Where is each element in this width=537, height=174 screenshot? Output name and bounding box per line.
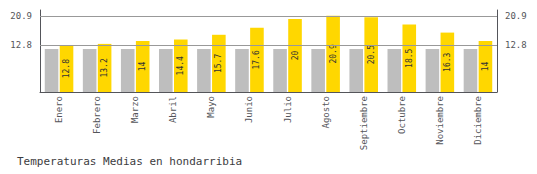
svg-text:18.5: 18.5	[405, 48, 414, 67]
svg-text:12.8: 12.8	[10, 40, 32, 50]
svg-text:14.4: 14.4	[176, 56, 185, 75]
svg-text:Abril: Abril	[168, 96, 178, 123]
svg-text:Mayo: Mayo	[206, 96, 216, 118]
svg-text:20.9: 20.9	[505, 11, 527, 21]
svg-text:15.7: 15.7	[214, 54, 223, 73]
svg-text:17.6: 17.6	[252, 50, 261, 69]
svg-text:12.8: 12.8	[62, 59, 71, 78]
svg-text:20.5: 20.5	[367, 45, 376, 64]
svg-text:16.3: 16.3	[443, 52, 452, 71]
svg-text:Noviembre: Noviembre	[435, 96, 445, 145]
svg-text:Temperaturas Medias en hondarr: Temperaturas Medias en hondarribia	[17, 155, 242, 168]
svg-text:Agosto: Agosto	[321, 96, 331, 129]
svg-text:Febrero: Febrero	[92, 96, 102, 134]
svg-text:Enero: Enero	[54, 96, 64, 123]
svg-text:14: 14	[138, 61, 147, 71]
svg-text:Marzo: Marzo	[130, 96, 140, 123]
svg-text:14: 14	[481, 61, 490, 71]
svg-text:20.9: 20.9	[10, 11, 32, 21]
svg-text:Octubre: Octubre	[397, 96, 407, 134]
svg-text:12.8: 12.8	[505, 40, 527, 50]
svg-text:13.2: 13.2	[100, 58, 109, 77]
svg-text:20: 20	[291, 51, 300, 61]
svg-text:Julio: Julio	[283, 96, 293, 123]
svg-text:Diciembre: Diciembre	[473, 96, 483, 145]
svg-text:20.9: 20.9	[329, 44, 338, 63]
svg-text:Septiembre: Septiembre	[359, 96, 369, 150]
svg-text:Junio: Junio	[244, 96, 254, 123]
